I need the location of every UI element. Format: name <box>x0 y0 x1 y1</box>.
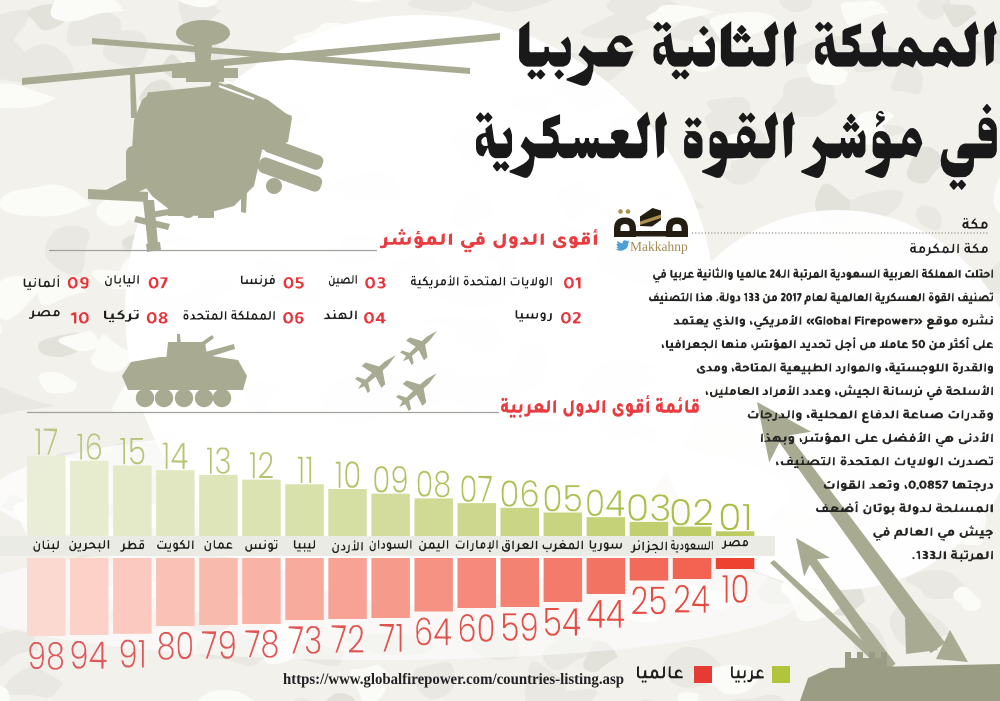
svg-text:Makkahnp: Makkahnp <box>630 239 688 254</box>
svg-text:https://www.globalfirepower.co: https://www.globalfirepower.com/countrie… <box>283 671 624 688</box>
